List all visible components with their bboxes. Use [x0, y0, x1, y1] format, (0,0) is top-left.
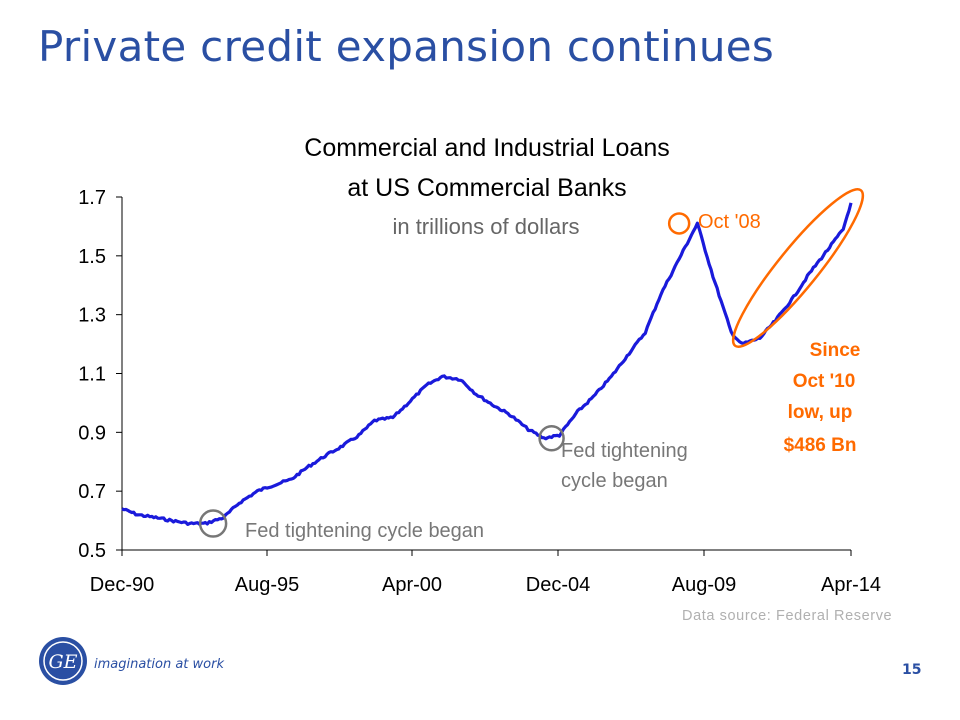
fed-tightening-1993-label: Fed tightening cycle began: [245, 520, 484, 542]
since-oct-10-label: Since: [810, 340, 861, 361]
x-tick-label: Aug-95: [235, 574, 300, 596]
slide-title: Private credit expansion continues: [38, 22, 775, 71]
since-oct-10-ellipse: [731, 188, 865, 348]
fed-tightening-2004-label-line2: cycle began: [561, 470, 668, 492]
y-tick-label: 1.3: [78, 305, 106, 327]
x-tick-label: Apr-00: [382, 574, 442, 596]
page-number: 15: [902, 662, 922, 678]
fed-tightening-2004-marker: [538, 424, 565, 452]
oct-08-peak-marker: [667, 212, 691, 235]
fed-tightening-1993-marker: [198, 509, 228, 538]
loans-chart: Commercial and Industrial Loans at US Co…: [78, 134, 881, 596]
oct-08-peak-label: Oct '08: [698, 211, 761, 233]
ge-logo: GE: [38, 636, 88, 686]
since-oct-10-label-line4: $486 Bn: [784, 435, 857, 456]
loans-series-line: [121, 202, 853, 526]
fed-tightening-2004-label: Fed tightening: [561, 440, 688, 462]
brand-tagline: imagination at work: [94, 657, 224, 672]
y-tick-label: 0.5: [78, 540, 106, 562]
x-tick-label: Aug-09: [672, 574, 737, 596]
y-tick-label: 0.7: [78, 481, 106, 503]
chart-title: Commercial and Industrial Loans: [304, 134, 669, 162]
x-tick-label: Dec-04: [526, 574, 590, 596]
svg-text:GE: GE: [48, 651, 77, 673]
y-tick-label: 0.9: [78, 422, 106, 444]
since-oct-10-label-line3: low, up: [788, 402, 853, 423]
y-tick-label: 1.1: [78, 364, 106, 386]
y-tick-label: 1.7: [78, 187, 106, 209]
data-source-note: Data source: Federal Reserve: [682, 608, 893, 624]
chart-title-line2: at US Commercial Banks: [347, 174, 626, 202]
y-tick-label: 1.5: [78, 246, 106, 268]
since-oct-10-label-line2: Oct '10: [793, 371, 856, 392]
chart-subtitle: in trillions of dollars: [392, 214, 579, 239]
x-tick-label: Dec-90: [90, 574, 154, 596]
x-tick-label: Apr-14: [821, 574, 881, 596]
